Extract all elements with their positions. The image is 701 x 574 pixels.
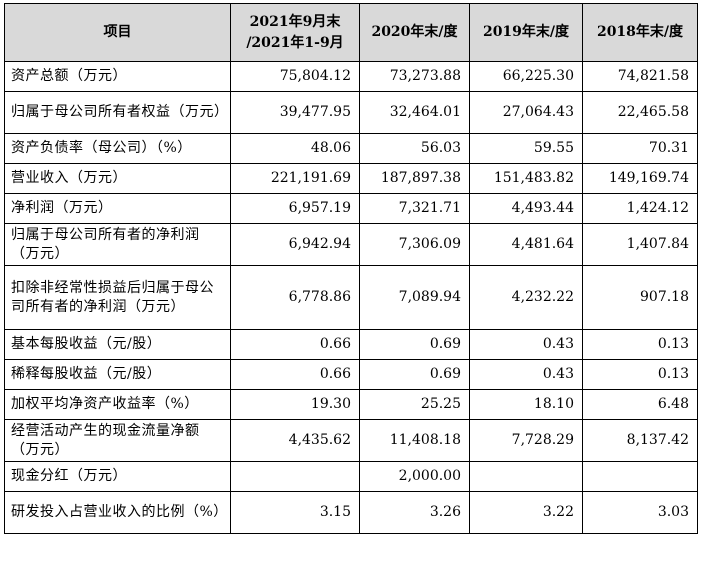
row-value: 7,728.29 <box>469 419 583 462</box>
table-row: 扣除非经常性损益后归属于母公司所有者的净利润（万元） 6,778.86 7,089.… <box>4 265 698 330</box>
row-value <box>469 461 583 492</box>
row-value: 39,477.95 <box>230 91 360 134</box>
row-value: 18.10 <box>469 389 583 420</box>
row-value: 4,481.64 <box>469 223 583 266</box>
row-value: 56.03 <box>359 133 470 164</box>
row-label: 稀释每股收益（元/股） <box>4 359 231 390</box>
table-row: 归属于母公司所有者权益（万元） 39,477.95 32,464.01 27,064.… <box>4 91 698 134</box>
row-label: 经营活动产生的现金流量净额（万元） <box>4 419 231 462</box>
row-value: 19.30 <box>230 389 360 420</box>
row-label: 营业收入（万元） <box>4 163 231 194</box>
row-value: 3.03 <box>582 491 698 534</box>
row-label: 归属于母公司所有者的净利润（万元） <box>4 223 231 266</box>
row-label: 现金分红（万元） <box>4 461 231 492</box>
header-2019: 2019年末/度 <box>469 3 583 62</box>
table-row: 资产总额（万元） 75,804.12 73,273.88 66,225.30 74,82… <box>4 61 698 92</box>
row-value: 3.22 <box>469 491 583 534</box>
header-2020: 2020年末/度 <box>359 3 470 62</box>
row-label: 研发投入占营业收入的比例（%） <box>4 491 231 534</box>
header-2018: 2018年末/度 <box>582 3 698 62</box>
table-row: 经营活动产生的现金流量净额（万元） 4,435.62 11,408.18 7,728.… <box>4 419 698 462</box>
row-value: 70.31 <box>582 133 698 164</box>
table-row: 现金分红（万元） 2,000.00 <box>4 461 698 492</box>
header-2021q3: 2021年9月末 /2021年1-9月 <box>230 3 360 62</box>
row-value: 4,435.62 <box>230 419 360 462</box>
row-value <box>230 461 360 492</box>
row-value: 22,465.58 <box>582 91 698 134</box>
row-value: 6,942.94 <box>230 223 360 266</box>
row-value: 2,000.00 <box>359 461 470 492</box>
row-label: 资产负债率（母公司）（%） <box>4 133 231 164</box>
row-value: 66,225.30 <box>469 61 583 92</box>
row-value: 1,424.12 <box>582 193 698 224</box>
row-value: 1,407.84 <box>582 223 698 266</box>
row-value: 6.48 <box>582 389 698 420</box>
row-value: 0.13 <box>582 359 698 390</box>
row-label: 扣除非经常性损益后归属于母公司所有者的净利润（万元） <box>4 265 231 330</box>
row-value: 0.69 <box>359 359 470 390</box>
financial-data-table: 项目 2021年9月末 /2021年1-9月 2020年末/度 2019年末/度… <box>4 3 698 534</box>
row-value: 25.25 <box>359 389 470 420</box>
row-value: 0.66 <box>230 329 360 360</box>
row-label: 净利润（万元） <box>4 193 231 224</box>
financial-table-container: 项目 2021年9月末 /2021年1-9月 2020年末/度 2019年末/度… <box>4 3 698 534</box>
row-value <box>582 461 698 492</box>
table-row: 归属于母公司所有者的净利润（万元） 6,942.94 7,306.09 4,481.6… <box>4 223 698 266</box>
row-value: 27,064.43 <box>469 91 583 134</box>
table-row: 营业收入（万元） 221,191.69 187,897.38 151,483.82 14… <box>4 163 698 194</box>
table-row: 净利润（万元） 6,957.19 7,321.71 4,493.44 1,424.12 <box>4 193 698 224</box>
row-value: 7,321.71 <box>359 193 470 224</box>
row-value: 149,169.74 <box>582 163 698 194</box>
header-item: 项目 <box>4 3 231 62</box>
table-row: 加权平均净资产收益率（%） 19.30 25.25 18.10 6.48 <box>4 389 698 420</box>
row-value: 6,957.19 <box>230 193 360 224</box>
row-label: 基本每股收益（元/股） <box>4 329 231 360</box>
row-value: 8,137.42 <box>582 419 698 462</box>
row-value: 7,306.09 <box>359 223 470 266</box>
row-value: 0.66 <box>230 359 360 390</box>
row-value: 3.15 <box>230 491 360 534</box>
row-label: 加权平均净资产收益率（%） <box>4 389 231 420</box>
row-value: 151,483.82 <box>469 163 583 194</box>
row-value: 11,408.18 <box>359 419 470 462</box>
table-row: 稀释每股收益（元/股） 0.66 0.69 0.43 0.13 <box>4 359 698 390</box>
row-value: 187,897.38 <box>359 163 470 194</box>
row-value: 3.26 <box>359 491 470 534</box>
row-value: 6,778.86 <box>230 265 360 330</box>
row-value: 4,232.22 <box>469 265 583 330</box>
table-row: 研发投入占营业收入的比例（%） 3.15 3.26 3.22 3.03 <box>4 491 698 534</box>
row-value: 221,191.69 <box>230 163 360 194</box>
table-row: 资产负债率（母公司）（%） 48.06 56.03 59.55 70.31 <box>4 133 698 164</box>
row-value: 0.43 <box>469 359 583 390</box>
row-value: 48.06 <box>230 133 360 164</box>
row-value: 74,821.58 <box>582 61 698 92</box>
table-row: 基本每股收益（元/股） 0.66 0.69 0.43 0.13 <box>4 329 698 360</box>
row-value: 907.18 <box>582 265 698 330</box>
row-value: 75,804.12 <box>230 61 360 92</box>
row-label: 归属于母公司所有者权益（万元） <box>4 91 231 134</box>
table-header-row: 项目 2021年9月末 /2021年1-9月 2020年末/度 2019年末/度… <box>4 3 698 62</box>
row-value: 4,493.44 <box>469 193 583 224</box>
row-value: 0.69 <box>359 329 470 360</box>
row-value: 59.55 <box>469 133 583 164</box>
row-value: 7,089.94 <box>359 265 470 330</box>
row-value: 0.43 <box>469 329 583 360</box>
row-value: 73,273.88 <box>359 61 470 92</box>
row-value: 32,464.01 <box>359 91 470 134</box>
row-label: 资产总额（万元） <box>4 61 231 92</box>
row-value: 0.13 <box>582 329 698 360</box>
